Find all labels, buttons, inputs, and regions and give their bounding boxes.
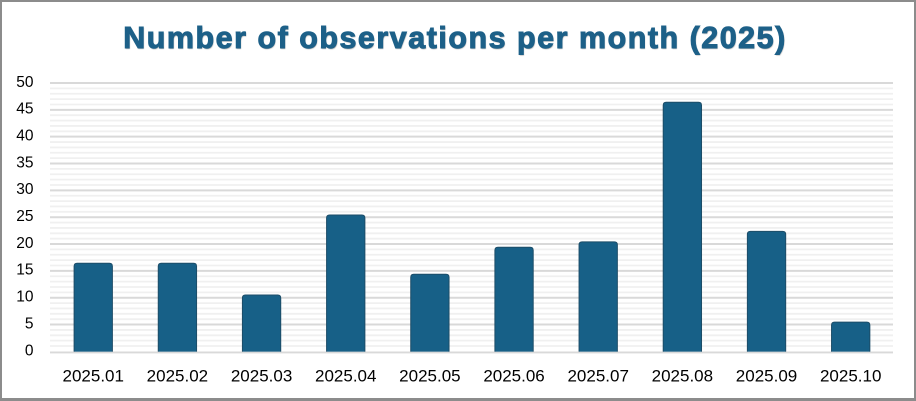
svg-text:2025.05: 2025.05 xyxy=(399,366,460,385)
svg-text:35: 35 xyxy=(16,154,33,171)
svg-text:15: 15 xyxy=(16,262,33,279)
svg-text:2025.08: 2025.08 xyxy=(652,366,713,385)
svg-text:2025.06: 2025.06 xyxy=(483,366,544,385)
svg-text:2025.10: 2025.10 xyxy=(820,366,881,385)
svg-text:25: 25 xyxy=(16,208,33,225)
svg-text:2025.02: 2025.02 xyxy=(147,366,208,385)
svg-text:10: 10 xyxy=(16,289,34,306)
svg-text:50: 50 xyxy=(16,74,34,91)
svg-text:30: 30 xyxy=(16,181,34,198)
svg-text:2025.04: 2025.04 xyxy=(315,366,376,385)
svg-text:0: 0 xyxy=(25,342,34,359)
svg-text:5: 5 xyxy=(25,315,34,332)
svg-text:2025.09: 2025.09 xyxy=(736,366,797,385)
svg-text:45: 45 xyxy=(16,101,33,118)
svg-text:2025.01: 2025.01 xyxy=(63,366,124,385)
svg-text:20: 20 xyxy=(16,235,34,252)
svg-text:2025.07: 2025.07 xyxy=(567,366,628,385)
svg-text:2025.03: 2025.03 xyxy=(231,366,292,385)
svg-text:40: 40 xyxy=(16,128,34,145)
